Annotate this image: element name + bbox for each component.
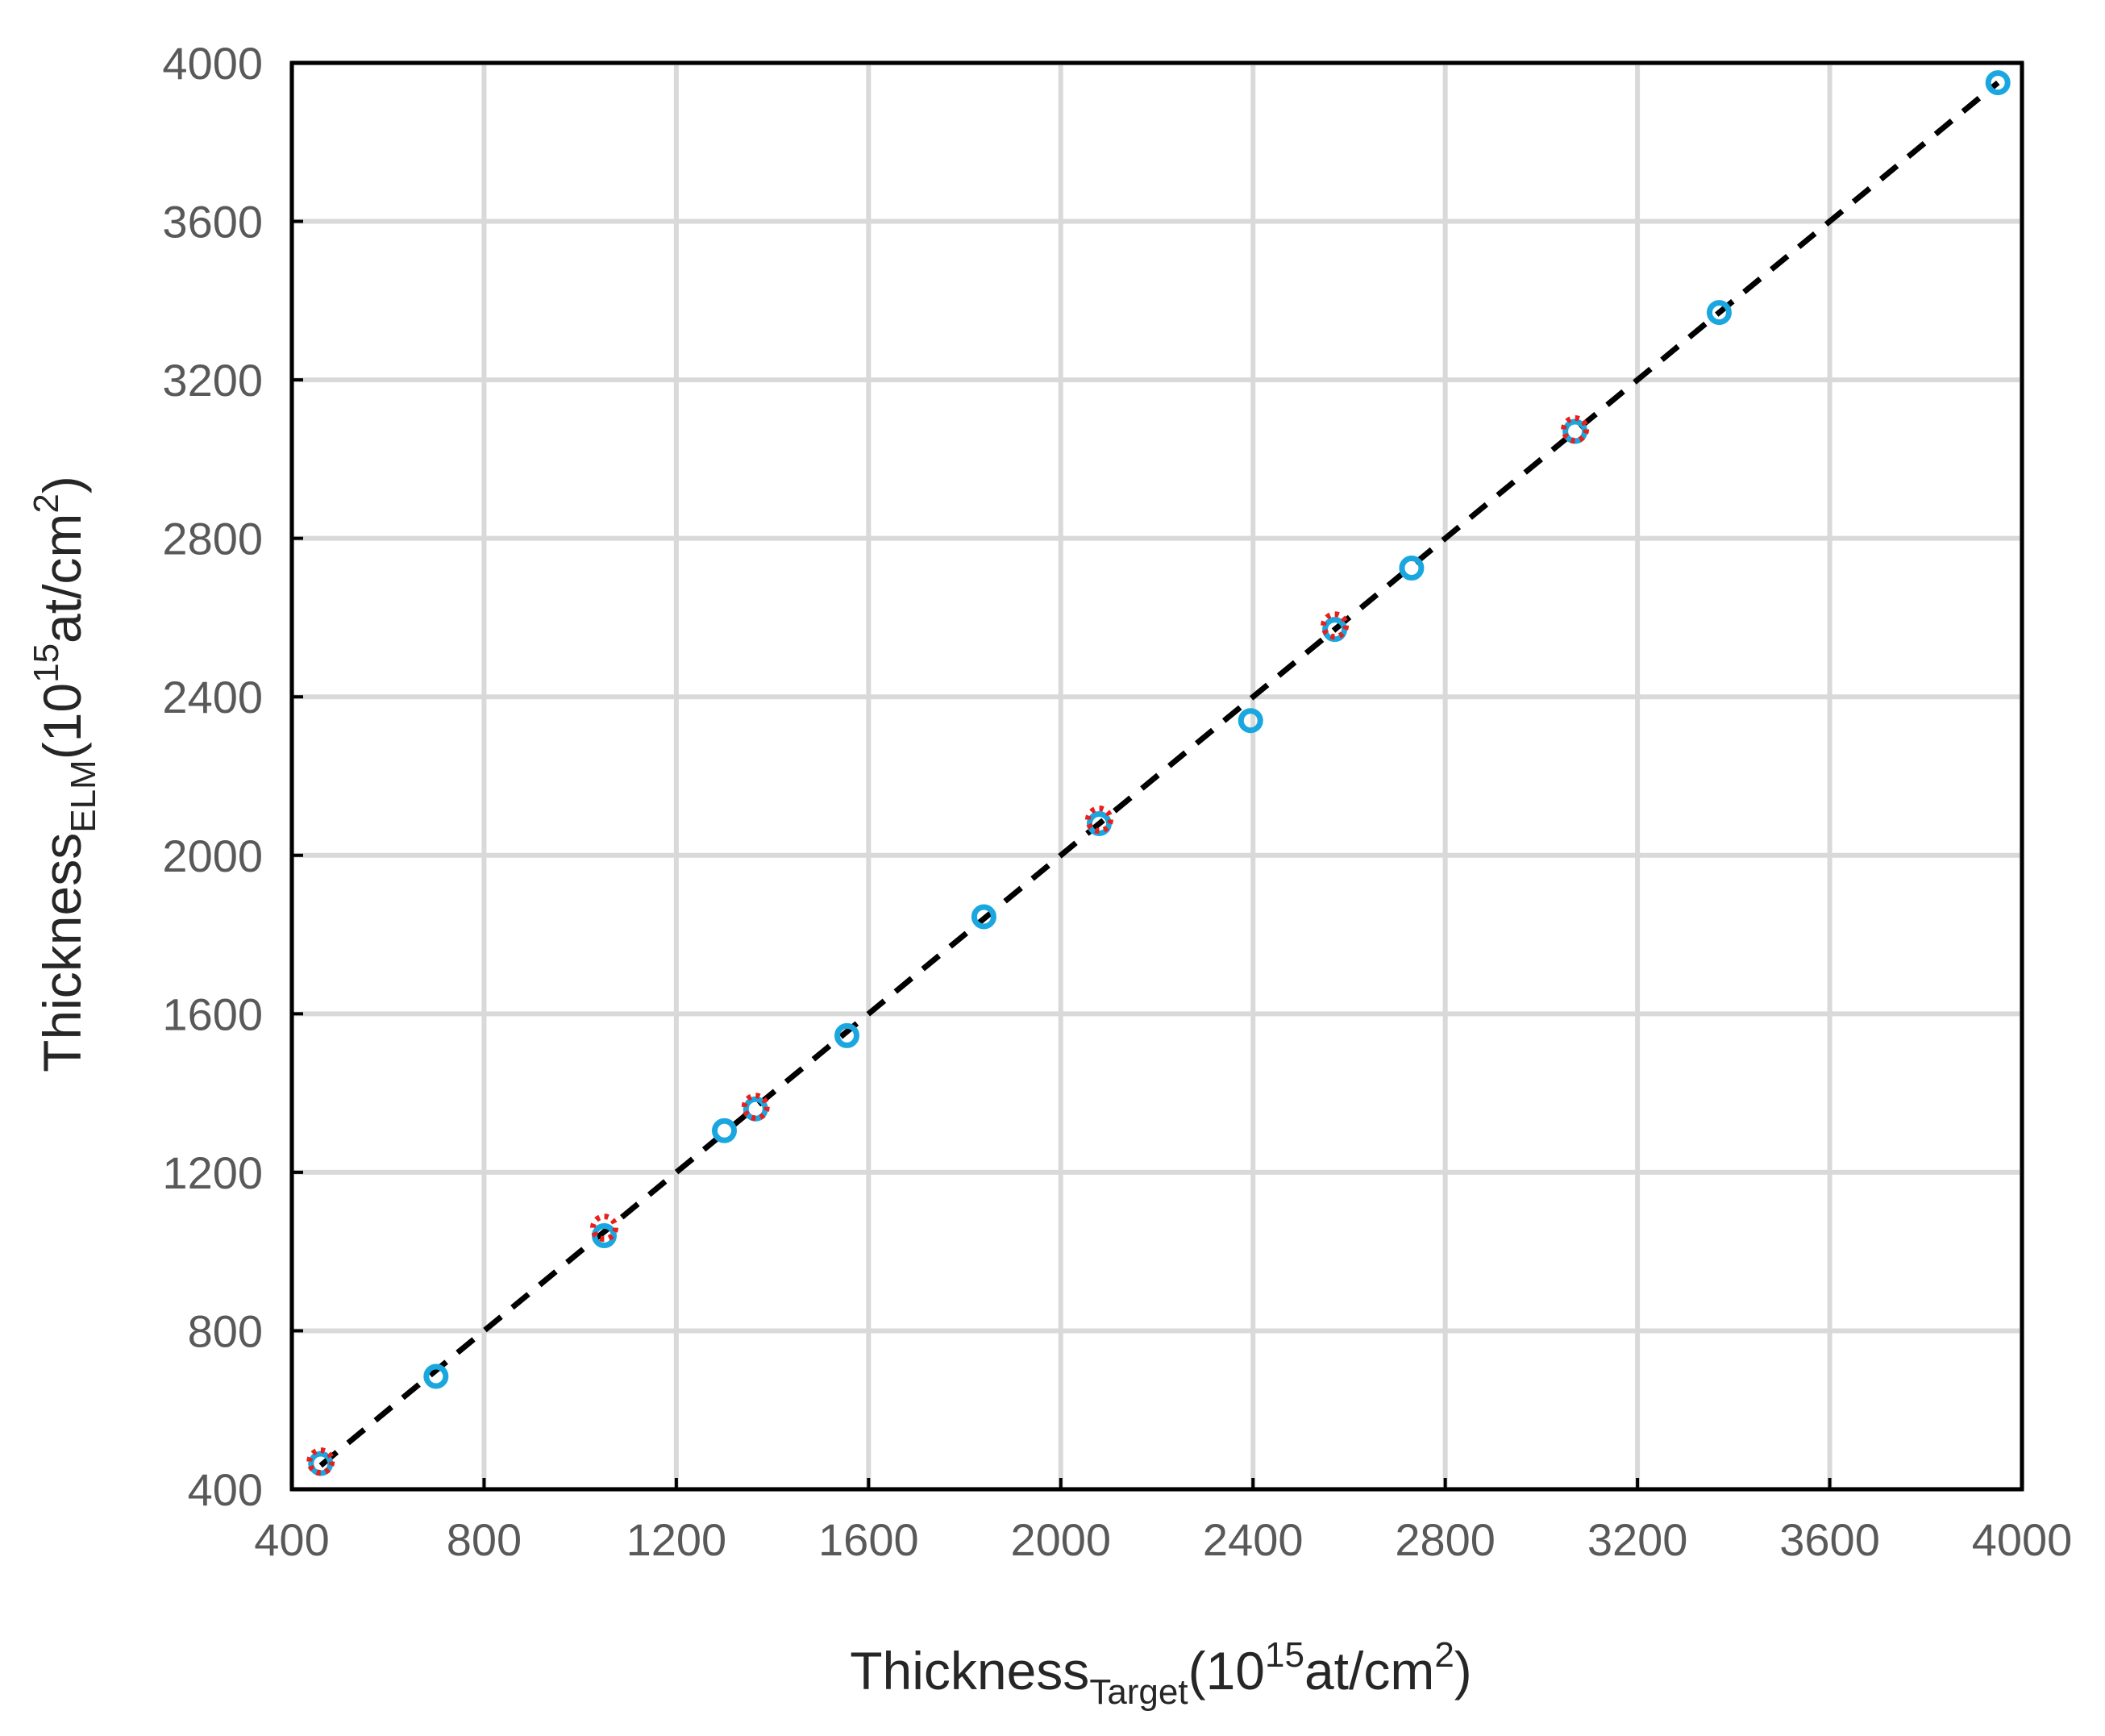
x-tick-label: 4000 [1972,1514,2073,1565]
y-tick-label: 3200 [162,355,263,406]
data-point [741,1093,770,1122]
x-tick-label: 1200 [626,1514,727,1565]
data-point [971,904,996,930]
y-tick-label: 2800 [162,514,263,564]
x-tick-label: 2000 [1010,1514,1111,1565]
reference-line-dashed [318,80,2000,1468]
y-tick-label: 800 [188,1305,263,1356]
y-tick-label: 4000 [162,38,263,89]
x-tick-label: 800 [447,1514,522,1565]
data-point [1238,708,1263,734]
x-tick-label: 2400 [1203,1514,1304,1565]
y-tick-label: 1200 [162,1147,263,1198]
data-point [1399,556,1425,581]
series-1 [306,415,1590,1476]
data-point [1561,415,1590,444]
x-tick-label: 2800 [1395,1514,1496,1565]
y-tick-label: 3600 [162,197,263,248]
data-point [834,1022,860,1048]
data-point [589,1214,618,1243]
data-point [1322,617,1348,643]
reference-line [318,80,2000,1468]
x-tick-label: 3200 [1587,1514,1688,1565]
x-tick-label: 400 [254,1514,329,1565]
y-tick-label: 2000 [162,831,263,881]
data-point [1985,70,2011,96]
y-axis-title: ThicknessELM(1015at/cm2) [27,476,103,1072]
plot-frame [289,60,2024,1492]
data-point [712,1118,737,1143]
y-tick-label: 1600 [162,989,263,1039]
data-point [1706,300,1732,326]
y-tick-labels: 400 800 1200 1600 2000 2400 2800 3200 3600 4000 [162,38,263,1515]
data-markers [306,70,2011,1476]
data-point [423,1363,449,1389]
x-tick-labels: 400 800 1200 1600 2000 2400 2800 3200 3600 4000 [254,1514,2072,1565]
data-point [1086,810,1112,836]
data-point [1321,611,1350,640]
data-point [306,1447,335,1476]
y-tick-label: 400 [188,1464,263,1515]
x-tick-label: 1600 [818,1514,919,1565]
x-axis-title: ThicknessTarget(1015at/cm2) [850,1635,1472,1712]
y-tick-label: 2400 [162,672,263,722]
data-point [1084,806,1113,835]
x-tick-label: 3600 [1779,1514,1880,1565]
